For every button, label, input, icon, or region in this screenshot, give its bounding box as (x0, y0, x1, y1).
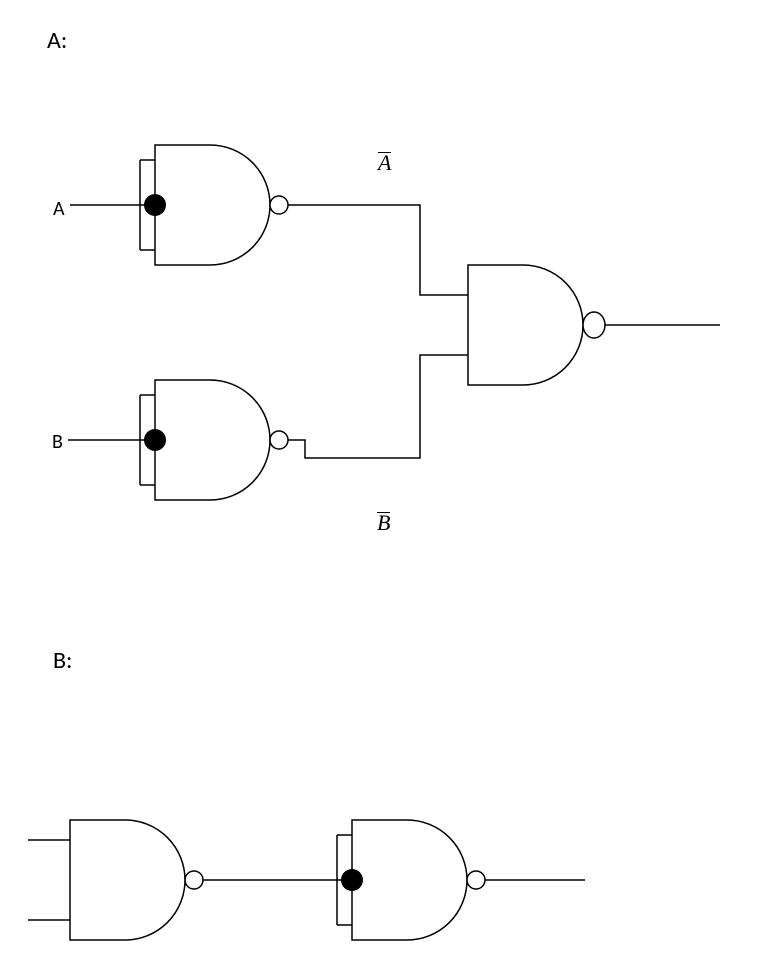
nand-gate-b-left (28, 820, 203, 940)
wire-bbar-to-output (288, 355, 468, 458)
nand-bubble-icon (583, 312, 605, 338)
nand-gate-a-top (70, 145, 288, 265)
nand-bubble-icon (270, 196, 288, 214)
diagram-canvas: A: B: A B A B (0, 0, 759, 978)
nand-bubble-icon (467, 871, 485, 889)
nand-gate-a-bottom (68, 380, 288, 500)
nand-gate-b-right (337, 820, 585, 940)
nand-bubble-icon (270, 431, 288, 449)
circuit-svg (0, 0, 759, 978)
wire-junction-dot (144, 194, 166, 216)
wire-abar-to-output (288, 205, 468, 295)
wire-junction-dot (341, 869, 363, 891)
nand-bubble-icon (185, 871, 203, 889)
wire-junction-dot (144, 429, 166, 451)
nand-gate-a-output (468, 265, 720, 385)
